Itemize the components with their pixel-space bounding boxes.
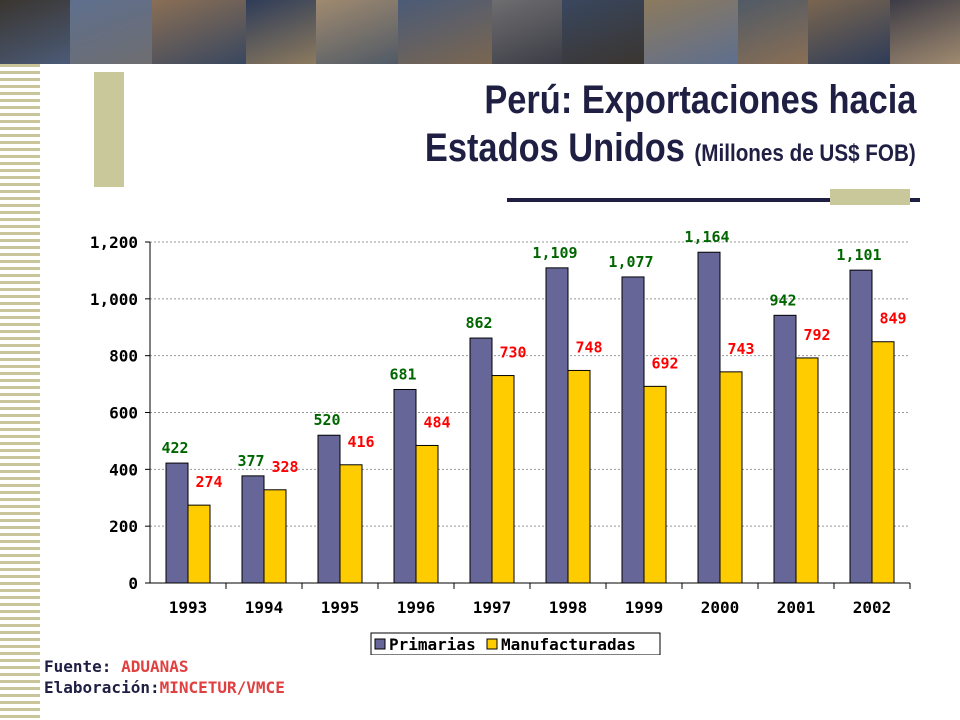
data-label-primarias: 1,077 [608, 253, 653, 271]
banner-tile [0, 0, 72, 64]
x-tick-label: 1993 [169, 598, 208, 617]
bar-chart: 0 200 400 600 800 1,000 1,200 422 274 1993 377 328 1… [90, 228, 911, 655]
data-label-primarias: 681 [389, 365, 416, 383]
bar-primarias [317, 434, 341, 584]
elaboracion-value: MINCETUR/VMCE [159, 678, 285, 697]
data-label-manufacturadas: 416 [347, 433, 374, 451]
title-underline-accent [830, 189, 910, 205]
title-line-2-text: Estados Unidos [425, 126, 686, 170]
x-tick-label: 1995 [321, 598, 360, 617]
elaboracion-label: Elaboración: [44, 678, 160, 697]
banner-tile [738, 0, 810, 64]
bar-manufacturadas [491, 375, 515, 584]
source-note: Fuente: ADUANAS Elaboración:MINCETUR/VMC… [44, 656, 285, 698]
legend-swatch-manufacturadas [486, 638, 498, 650]
fuente-value: ADUANAS [121, 657, 189, 676]
bar-primarias [393, 388, 417, 584]
bar-manufacturadas [643, 385, 667, 584]
x-tick-label: 2000 [701, 598, 740, 617]
header-photo-banner [0, 0, 960, 64]
banner-tile [398, 0, 494, 64]
bar-primarias [545, 267, 569, 584]
legend-label-manufacturadas: Manufacturadas [501, 635, 636, 654]
data-label-primarias: 1,101 [836, 246, 881, 264]
x-tick-label: 1996 [397, 598, 436, 617]
banner-tile [316, 0, 400, 64]
data-label-manufacturadas: 328 [271, 458, 298, 476]
data-label-primarias: 422 [161, 439, 188, 457]
bar-primarias [469, 337, 493, 584]
bar-primarias [697, 251, 721, 584]
bar-primarias [165, 462, 189, 584]
data-label-primarias: 942 [769, 291, 796, 309]
bar-primarias [773, 314, 797, 584]
bar-manufacturadas [795, 357, 819, 584]
data-label-primarias: 1,164 [684, 228, 729, 246]
y-tick-label: 0 [128, 574, 138, 593]
title-accent-block [94, 72, 124, 187]
y-tick-label: 1,200 [90, 233, 138, 252]
legend-swatch-primarias [374, 638, 386, 650]
data-label-manufacturadas: 484 [423, 413, 450, 431]
bar-primarias [621, 276, 645, 584]
title-line-1: Perú: Exportaciones hacia [483, 78, 916, 122]
data-label-manufacturadas: 743 [727, 340, 754, 358]
legend: Primarias Manufacturadas [370, 632, 661, 655]
bar-manufacturadas [415, 444, 439, 584]
bar-primarias [241, 475, 265, 584]
banner-tile [562, 0, 646, 64]
data-label-manufacturadas: 792 [803, 326, 830, 344]
x-tick-label: 2001 [777, 598, 816, 617]
bar-manufacturadas [187, 504, 211, 584]
data-label-manufacturadas: 730 [499, 344, 526, 362]
y-tick-label: 600 [109, 404, 138, 423]
banner-tile [70, 0, 154, 64]
bar-manufacturadas [871, 341, 895, 584]
data-label-manufacturadas: 692 [651, 354, 678, 372]
bar-primarias [849, 269, 873, 584]
data-label-primarias: 1,109 [532, 244, 577, 262]
x-tick-label: 1998 [549, 598, 588, 617]
bar-manufacturadas [567, 369, 591, 584]
y-tick-label: 1,000 [90, 290, 138, 309]
legend-label-primarias: Primarias [389, 635, 476, 654]
y-tick-label: 200 [109, 517, 138, 536]
x-tick-label: 1997 [473, 598, 512, 617]
legend-box [370, 632, 661, 655]
source-line-fuente: Fuente: ADUANAS [44, 656, 285, 677]
bar-manufacturadas [719, 371, 743, 584]
data-label-primarias: 862 [465, 314, 492, 332]
data-label-primarias: 520 [313, 411, 340, 429]
fuente-label: Fuente: [44, 657, 122, 676]
y-tick-label: 400 [109, 460, 138, 479]
data-label-manufacturadas: 849 [879, 310, 906, 328]
bar-manufacturadas [339, 464, 363, 584]
data-label-primarias: 377 [237, 452, 264, 470]
x-tick-label: 1994 [245, 598, 284, 617]
source-line-elaboracion: Elaboración:MINCETUR/VMCE [44, 677, 285, 698]
side-stripes-decoration [0, 64, 40, 720]
title-underline [507, 198, 920, 202]
banner-tile [152, 0, 248, 64]
x-tick-label: 1999 [625, 598, 664, 617]
title-line-2: Estados Unidos (Millones de US$ FOB) [425, 126, 916, 171]
title-unit: (Millones de US$ FOB) [694, 140, 916, 167]
x-tick-label: 2002 [853, 598, 892, 617]
banner-tile [492, 0, 564, 64]
data-label-manufacturadas: 274 [195, 473, 222, 491]
banner-tile [644, 0, 740, 64]
data-label-manufacturadas: 748 [575, 338, 602, 356]
bar-manufacturadas [263, 489, 287, 584]
banner-tile [890, 0, 960, 64]
banner-tile [808, 0, 892, 64]
banner-tile [246, 0, 318, 64]
y-tick-label: 800 [109, 347, 138, 366]
